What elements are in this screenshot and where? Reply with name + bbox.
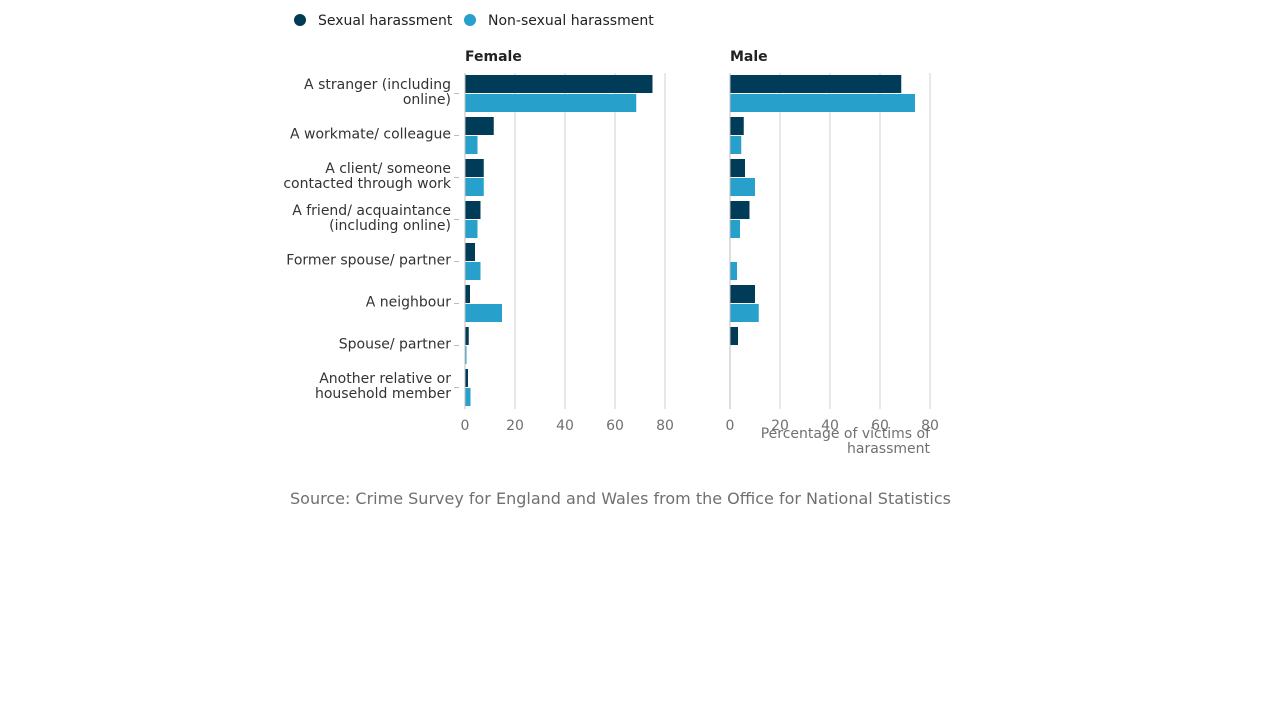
bar-female-sexual-4 xyxy=(465,201,481,219)
category-label-7-line-1: Spouse/ partner xyxy=(339,337,451,353)
x-axis-label-line-2: harassment xyxy=(847,441,930,457)
bar-male-sexual-7 xyxy=(730,327,738,345)
category-label-4-line-1: A friend/ acquaintance xyxy=(292,203,451,219)
category-label-3-line-1: A client/ someone xyxy=(325,161,451,177)
category-label-6-line-1: A neighbour xyxy=(366,295,451,311)
bar-female-sexual-1 xyxy=(465,75,653,93)
bar-female-sexual-3 xyxy=(465,159,484,177)
x-tick-label-1-40: 40 xyxy=(556,418,574,434)
category-label-1-line-2: online) xyxy=(403,92,451,108)
bar-female-sexual-5 xyxy=(465,243,475,261)
bar-female-non-sexual-3 xyxy=(465,178,484,196)
category-label-2-line-1: A workmate/ colleague xyxy=(290,127,451,143)
bar-female-sexual-2 xyxy=(465,117,494,135)
bar-female-non-sexual-1 xyxy=(465,94,637,112)
category-label-8-line-2: household member xyxy=(315,386,451,402)
bar-female-non-sexual-4 xyxy=(465,220,478,238)
legend-marker-2 xyxy=(464,14,476,26)
bar-male-non-sexual-1 xyxy=(730,94,915,112)
bar-female-non-sexual-5 xyxy=(465,262,481,280)
category-label-4-line-2: (including online) xyxy=(329,218,451,234)
legend-marker-1 xyxy=(294,14,306,26)
bar-male-sexual-1 xyxy=(730,75,902,93)
bar-male-non-sexual-4 xyxy=(730,220,740,238)
bar-male-sexual-2 xyxy=(730,117,744,135)
x-tick-label-2-60: 60 xyxy=(871,418,889,434)
x-tick-label-1-80: 80 xyxy=(656,418,674,434)
bar-female-non-sexual-7 xyxy=(465,346,467,364)
bar-male-non-sexual-3 xyxy=(730,178,755,196)
category-label-5-line-1: Former spouse/ partner xyxy=(286,253,451,269)
bar-male-non-sexual-2 xyxy=(730,136,742,154)
legend-label-1: Sexual harassment xyxy=(318,13,453,29)
x-tick-label-1-0: 0 xyxy=(461,418,470,434)
bar-female-non-sexual-8 xyxy=(465,388,471,406)
bar-male-non-sexual-5 xyxy=(730,262,737,280)
x-tick-label-2-40: 40 xyxy=(821,418,839,434)
category-label-1-line-1: A stranger (including xyxy=(304,77,451,93)
bar-female-non-sexual-2 xyxy=(465,136,478,154)
bar-female-non-sexual-6 xyxy=(465,304,502,322)
bar-male-sexual-4 xyxy=(730,201,750,219)
x-tick-label-2-20: 20 xyxy=(771,418,789,434)
legend-label-2: Non-sexual harassment xyxy=(488,13,654,29)
x-tick-label-2-0: 0 xyxy=(726,418,735,434)
bar-female-sexual-7 xyxy=(465,327,469,345)
bar-female-sexual-8 xyxy=(465,369,468,387)
bar-female-sexual-6 xyxy=(465,285,470,303)
bar-male-sexual-6 xyxy=(730,285,755,303)
panel-title-2: Male xyxy=(730,49,768,65)
bar-male-sexual-3 xyxy=(730,159,745,177)
panel-title-1: Female xyxy=(465,49,522,65)
x-axis-label-line-1: Percentage of victims of xyxy=(761,426,931,442)
category-label-3-line-2: contacted through work xyxy=(283,176,452,192)
x-tick-label-1-60: 60 xyxy=(606,418,624,434)
x-tick-label-1-20: 20 xyxy=(506,418,524,434)
category-label-8-line-1: Another relative or xyxy=(319,371,451,387)
x-tick-label-2-80: 80 xyxy=(921,418,939,434)
source-note: Source: Crime Survey for England and Wal… xyxy=(290,489,951,508)
bar-male-non-sexual-6 xyxy=(730,304,759,322)
